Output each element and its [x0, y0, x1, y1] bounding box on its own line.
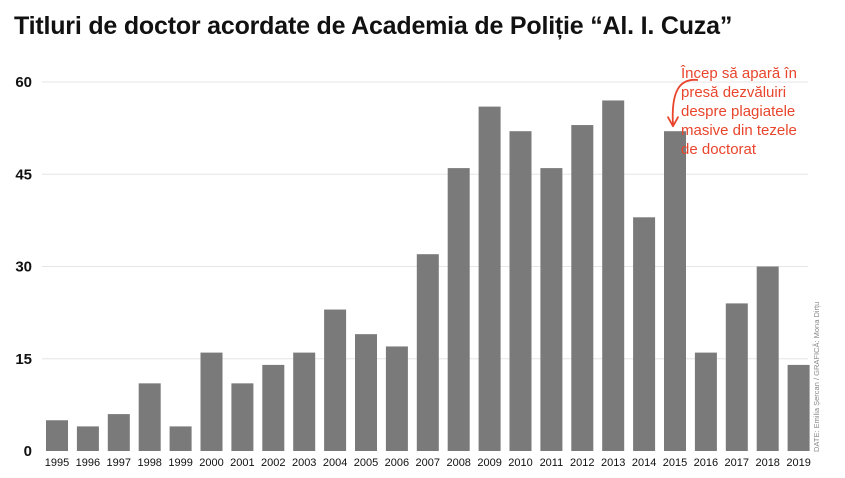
annotation-line: de doctorat [681, 141, 757, 158]
bar-2010 [509, 131, 532, 451]
x-tick-label-2010: 2010 [508, 457, 532, 469]
x-tick-label-2011: 2011 [540, 457, 564, 469]
bars [46, 100, 810, 452]
bar-1998 [138, 383, 161, 451]
annotation-arrow-line [671, 79, 699, 126]
x-tick-label-2000: 2000 [199, 457, 223, 469]
x-tick-label-2015: 2015 [663, 457, 687, 469]
credit-text: DATE: Emilia Șercan / GRAFICĂ: Mona Dirț… [812, 302, 821, 452]
bar-2006 [385, 346, 408, 451]
annotation-text: Încep să apară în presă dezvăluiri despre … [680, 65, 797, 158]
bar-2017 [725, 303, 748, 451]
x-tick-label-1996: 1996 [76, 457, 100, 469]
x-tick-label-2005: 2005 [354, 457, 378, 469]
bar-2013 [602, 100, 625, 451]
bar-1997 [107, 414, 130, 451]
bar-2011 [540, 168, 563, 451]
annotation-line: presă dezvăluiri [681, 84, 786, 101]
x-tick-label-2012: 2012 [570, 457, 594, 469]
bar-2005 [355, 334, 377, 451]
bar-2003 [293, 352, 316, 451]
x-tick-label-2019: 2019 [786, 457, 810, 469]
x-tick-label-2014: 2014 [632, 457, 656, 469]
x-tick-label-2006: 2006 [385, 457, 409, 469]
bar-2008 [447, 168, 470, 451]
annotation-arrow-head-icon [667, 116, 679, 128]
y-tick-label: 15 [15, 351, 32, 368]
bar-2009 [478, 106, 501, 451]
x-tick-label-2008: 2008 [446, 457, 470, 469]
x-tick-label-1997: 1997 [107, 457, 131, 469]
x-axis-labels: 1995 1996 1997 1998 1999 2000 2001 2002 2003 2004… [45, 457, 811, 469]
bar-2004 [324, 309, 347, 451]
x-tick-label-2017: 2017 [725, 457, 749, 469]
x-tick-label-1995: 1995 [45, 457, 69, 469]
x-tick-label-2001: 2001 [230, 457, 254, 469]
annotation-line: Încep să apară în [680, 65, 797, 82]
x-tick-label-2013: 2013 [601, 457, 625, 469]
x-tick-label-2009: 2009 [477, 457, 501, 469]
x-tick-label-1999: 1999 [168, 457, 192, 469]
y-axis-ticks: 0 15 30 45 60 [15, 74, 32, 460]
bar-2012 [571, 125, 594, 452]
bar-1999 [169, 426, 192, 451]
chart-title: Titluri de doctor acordate de Academia d… [14, 12, 733, 40]
y-tick-label: 0 [24, 443, 32, 460]
bar-2015 [664, 131, 686, 451]
bar-2016 [694, 352, 717, 451]
x-tick-label-2004: 2004 [323, 457, 347, 469]
bar-2000 [200, 352, 223, 451]
annotation: Încep să apară în presă dezvăluiri despre … [667, 65, 797, 158]
y-tick-label: 60 [15, 74, 32, 91]
annotation-line: masive din tezele [681, 122, 797, 139]
x-tick-label-1998: 1998 [137, 457, 161, 469]
bar-2018 [756, 266, 779, 451]
x-tick-label-2007: 2007 [416, 457, 440, 469]
bar-2002 [262, 364, 285, 451]
y-tick-label: 45 [15, 166, 32, 183]
y-tick-label: 30 [15, 259, 32, 276]
bar-2019 [787, 364, 810, 451]
bar-1995 [46, 420, 68, 451]
bar-2001 [231, 383, 254, 451]
annotation-line: despre plagiatele [681, 103, 795, 120]
bar-1996 [76, 426, 99, 451]
x-tick-label-2016: 2016 [694, 457, 718, 469]
x-tick-label-2003: 2003 [292, 457, 316, 469]
x-tick-label-2002: 2002 [261, 457, 285, 469]
bar-2014 [633, 217, 656, 451]
x-tick-label-2018: 2018 [755, 457, 779, 469]
bar-2007 [416, 254, 439, 451]
